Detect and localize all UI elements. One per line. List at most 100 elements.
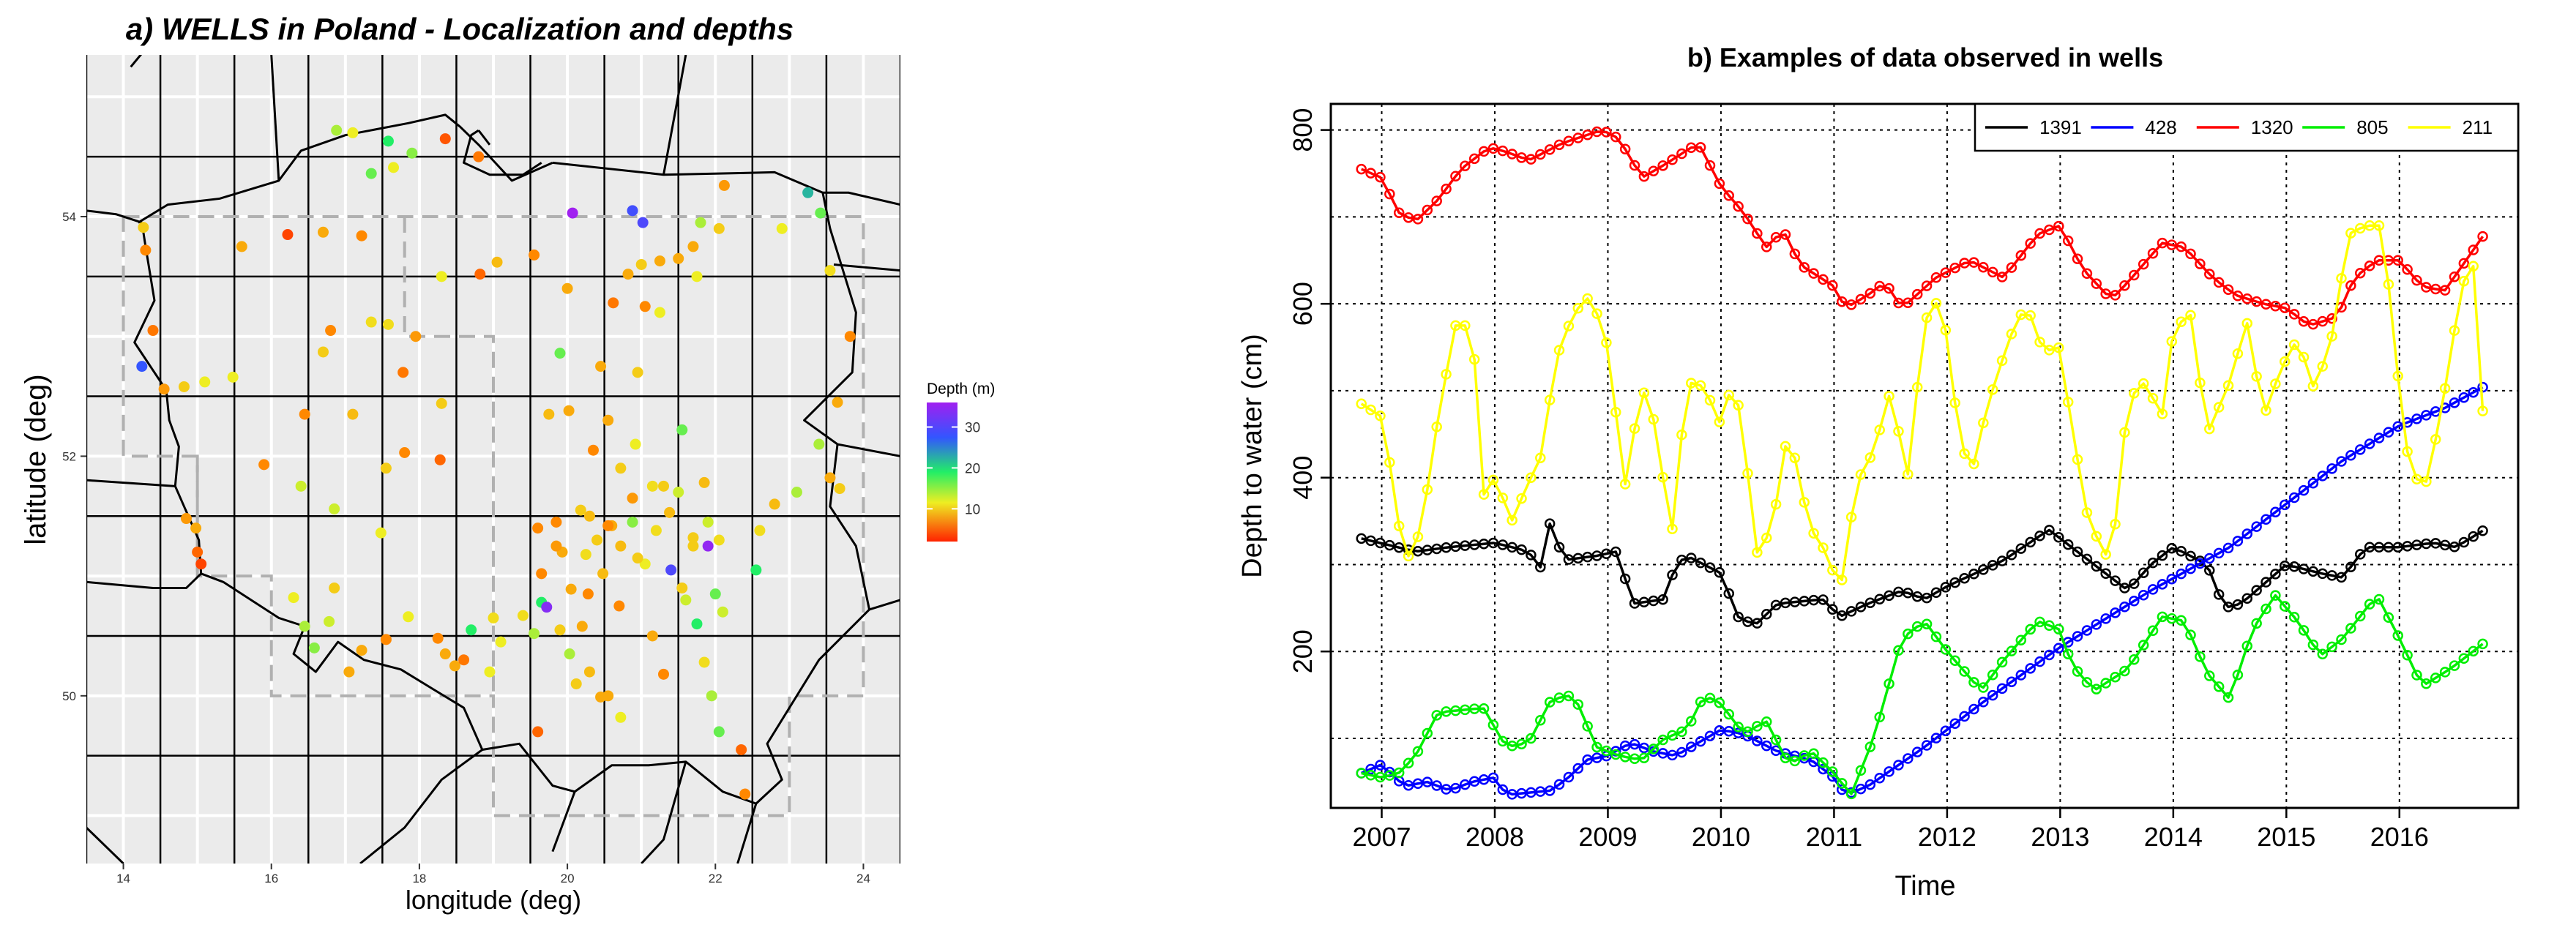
series-point: [1375, 410, 1386, 422]
well-point: [844, 331, 856, 342]
well-point: [529, 628, 540, 640]
well-point: [630, 438, 641, 450]
series-point: [2166, 543, 2178, 554]
series-point: [1827, 280, 1838, 291]
well-point: [331, 124, 343, 136]
series-point: [1987, 560, 1998, 571]
map-x-tick-label: 16: [264, 872, 278, 885]
series-point: [1930, 298, 1942, 309]
series-point: [2449, 271, 2460, 282]
well-point: [356, 230, 367, 241]
well-point: [769, 498, 780, 510]
series-point: [1441, 369, 1452, 380]
series-point: [2345, 280, 2356, 291]
well-point: [380, 634, 392, 645]
well-point: [691, 271, 703, 282]
series-point: [1968, 677, 1979, 688]
series-point: [2025, 310, 2036, 321]
well-point: [380, 462, 392, 474]
series-point: [2222, 602, 2234, 613]
series-point: [1714, 567, 1725, 578]
series-point: [1874, 593, 1885, 605]
series-point: [2317, 568, 2329, 580]
series-point: [1855, 469, 1867, 480]
series-point: [1422, 776, 1433, 787]
series-point: [1365, 168, 1376, 179]
timeseries-x-tick-label: 2012: [1918, 822, 1976, 852]
well-point: [709, 588, 721, 600]
well-point: [615, 711, 627, 723]
timeseries-panel: b) Examples of data observed in wells 20…: [1237, 42, 2520, 902]
well-point: [227, 371, 239, 383]
series-point: [2421, 410, 2432, 421]
series-point: [1930, 587, 1942, 599]
well-point: [635, 258, 647, 270]
series-point: [2166, 336, 2178, 347]
series-point: [2222, 542, 2234, 554]
series-point: [1808, 748, 1819, 760]
series-point: [1987, 669, 1998, 681]
well-point: [466, 624, 477, 636]
series-point: [1468, 153, 1480, 165]
series-point: [1761, 740, 1772, 752]
series-point: [1996, 555, 2008, 566]
series-point: [1356, 533, 1367, 544]
series-point: [1572, 763, 1584, 774]
series-point: [2364, 599, 2375, 610]
series-point: [2383, 427, 2394, 438]
series-point: [1526, 733, 1537, 744]
series-point: [2251, 296, 2262, 307]
series-point: [2439, 667, 2451, 678]
series-point: [1563, 135, 1575, 146]
series-point: [2044, 649, 2055, 661]
series-point: [1365, 535, 1376, 547]
well-point: [717, 606, 728, 618]
series-point: [1535, 714, 1546, 726]
series-point: [2204, 423, 2215, 435]
well-point: [195, 558, 207, 570]
depth-legend-label: 30: [965, 421, 980, 436]
well-point: [192, 546, 204, 558]
series-point: [1544, 785, 1556, 796]
series-point: [1356, 163, 1367, 175]
series-point: [1553, 139, 1565, 151]
well-point: [449, 660, 460, 672]
series-point: [2053, 623, 2064, 634]
series-point: [1968, 569, 1979, 580]
series-point: [1686, 378, 1697, 389]
series-point: [1827, 564, 1838, 576]
series-point: [1949, 718, 1960, 730]
series-point: [1695, 696, 1706, 708]
well-point: [532, 523, 544, 534]
map-panel: a) WELLS in Poland - Localization and de…: [20, 12, 995, 915]
well-point: [382, 135, 394, 147]
series-point: [1582, 293, 1593, 304]
well-point: [608, 297, 619, 309]
series-point: [2260, 299, 2271, 310]
series-point: [2119, 583, 2130, 593]
series-point: [2402, 263, 2413, 275]
series-point: [1591, 550, 1602, 561]
series-point: [1978, 564, 1989, 575]
well-point: [397, 367, 409, 378]
series-point: [2468, 645, 2479, 657]
series-point: [2345, 228, 2356, 239]
series-point: [2260, 514, 2271, 525]
timeseries-x-tick-label: 2013: [2031, 822, 2089, 852]
series-point: [2402, 446, 2413, 457]
series-point: [1733, 201, 1744, 212]
series-point: [1582, 721, 1593, 732]
series-point: [2185, 248, 2196, 260]
series-point: [2138, 589, 2149, 601]
map-y-tick-label: 52: [62, 449, 76, 463]
series-point: [2195, 558, 2206, 569]
series-point: [1921, 740, 1933, 751]
series-point: [1686, 553, 1697, 563]
well-point: [754, 525, 766, 536]
series-point: [2458, 276, 2470, 287]
series-point: [2260, 577, 2271, 588]
series-point: [1959, 448, 1970, 460]
series-point: [1667, 749, 1678, 761]
series-point: [2373, 220, 2385, 231]
series-point: [2326, 463, 2337, 474]
